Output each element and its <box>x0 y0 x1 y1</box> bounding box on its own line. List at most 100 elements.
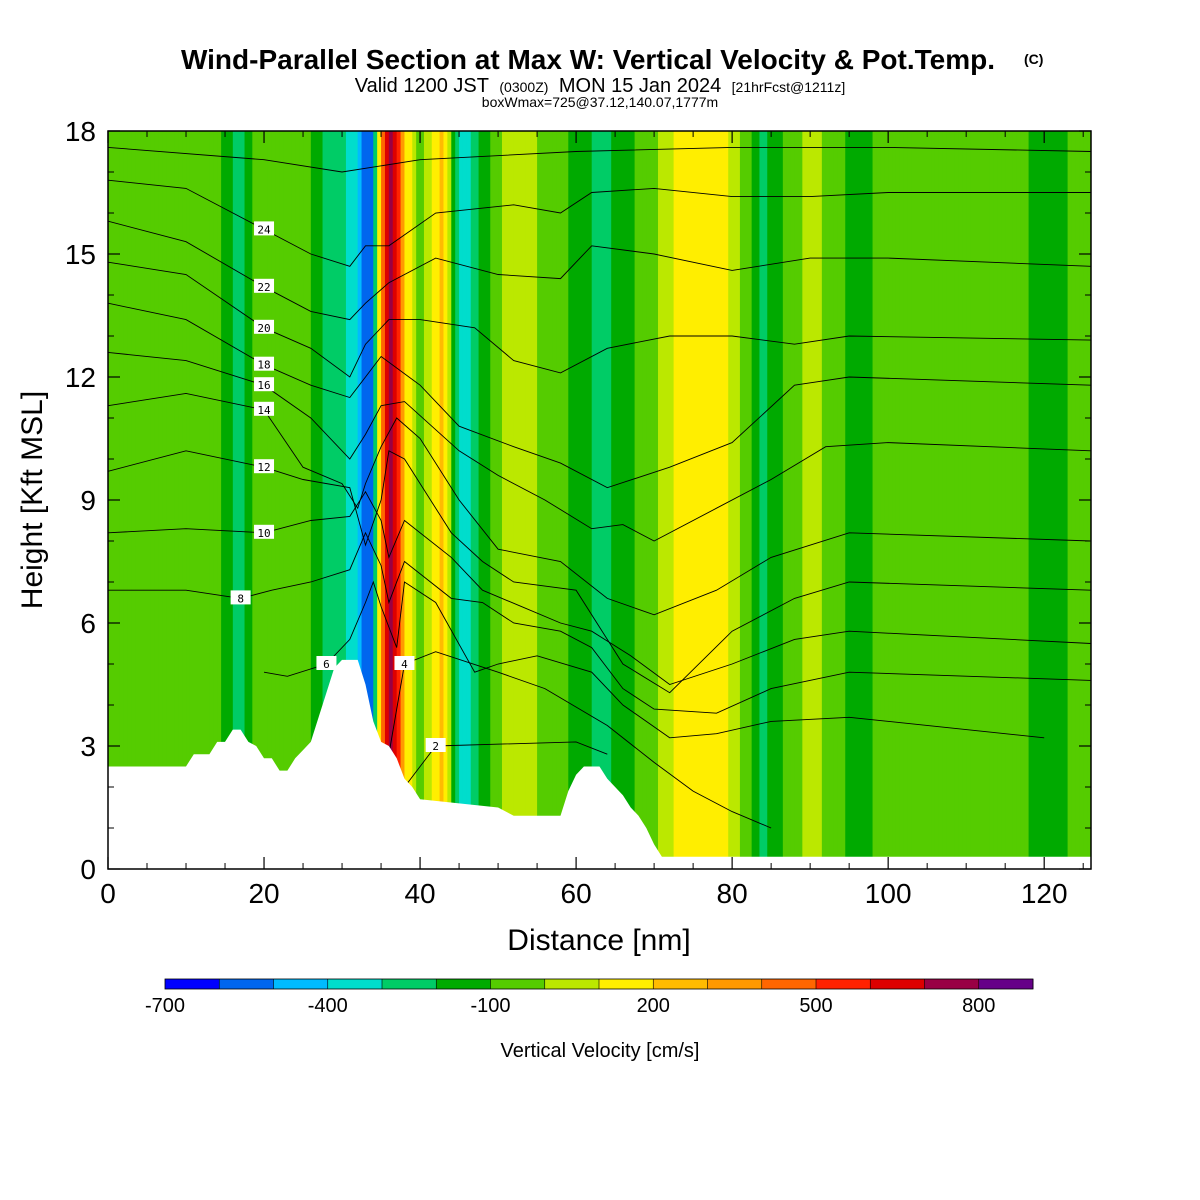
velocity-band <box>252 131 257 869</box>
theta-contour-line <box>108 179 1091 267</box>
theta-label-text: 14 <box>257 404 271 417</box>
velocity-band <box>217 131 222 869</box>
terrain-mask <box>108 659 1091 869</box>
velocity-band <box>1044 131 1049 869</box>
colorbar-tick-label: -700 <box>145 995 185 1017</box>
velocity-band <box>626 131 632 869</box>
velocity-band <box>767 131 772 869</box>
velocity-band <box>486 131 491 869</box>
velocity-band <box>392 131 398 869</box>
theta-label-bg <box>254 524 275 539</box>
velocity-band <box>587 131 593 869</box>
velocity-band <box>989 131 995 869</box>
velocity-band <box>923 131 928 869</box>
velocity-band <box>720 131 725 869</box>
velocity-band <box>209 131 214 869</box>
colorbar-swatch <box>599 979 654 989</box>
colorbar-label: Vertical Velocity [cm/s] <box>501 1040 700 1062</box>
velocity-band <box>892 131 897 869</box>
velocity-band <box>708 131 714 869</box>
velocity-band <box>833 131 839 869</box>
velocity-band <box>810 131 815 869</box>
velocity-band <box>533 131 538 869</box>
velocity-band <box>462 131 468 869</box>
velocity-band <box>478 131 484 869</box>
velocity-band <box>977 131 983 869</box>
x-tick-label: 40 <box>404 878 435 909</box>
velocity-band <box>544 131 550 869</box>
velocity-band <box>872 131 878 869</box>
theta-contour-label: 8 <box>230 590 251 605</box>
velocity-band <box>521 131 526 869</box>
velocity-band <box>615 131 620 869</box>
x-tick-label: 20 <box>248 878 279 909</box>
colorbar-swatch <box>707 979 763 989</box>
velocity-band <box>603 131 608 869</box>
velocity-band <box>143 131 148 869</box>
velocity-band <box>474 131 480 869</box>
velocity-band <box>135 131 140 869</box>
velocity-band <box>423 131 429 869</box>
velocity-band <box>931 131 936 869</box>
theta-label-bg <box>254 278 275 293</box>
velocity-band <box>416 131 421 869</box>
velocity-field <box>108 131 1091 869</box>
velocity-band <box>689 131 694 869</box>
velocity-band <box>158 131 164 869</box>
theta-label-text: 8 <box>237 592 244 605</box>
velocity-band <box>314 131 320 869</box>
velocity-band <box>131 131 136 869</box>
velocity-band <box>271 131 277 869</box>
theta-contour-line <box>108 351 1091 542</box>
velocity-band <box>1024 131 1030 869</box>
velocity-band <box>197 131 203 869</box>
velocity-band <box>821 131 827 869</box>
theta-contour-line <box>108 531 1091 714</box>
theta-label-text: 6 <box>323 658 330 671</box>
theta-label-bg <box>254 356 275 371</box>
velocity-band <box>665 131 671 869</box>
velocity-band <box>1001 131 1006 869</box>
velocity-band <box>716 131 722 869</box>
velocity-band <box>868 131 874 869</box>
velocity-band <box>817 131 823 869</box>
velocity-band <box>700 131 706 869</box>
velocity-band <box>119 131 125 869</box>
velocity-band <box>856 131 862 869</box>
velocity-band <box>1067 131 1073 869</box>
velocity-band <box>291 131 296 869</box>
theta-label-text: 16 <box>257 379 270 392</box>
velocity-band <box>693 131 698 869</box>
velocity-band <box>654 131 659 869</box>
velocity-band <box>903 131 909 869</box>
velocity-band <box>743 131 749 869</box>
velocity-band <box>759 131 764 869</box>
colorbar-tick-label: 800 <box>962 995 995 1017</box>
velocity-band <box>548 131 554 869</box>
velocity-band <box>607 131 612 869</box>
velocity-band <box>384 131 390 869</box>
velocity-band <box>275 131 281 869</box>
velocity-band <box>1071 131 1076 869</box>
y-tick-label: 12 <box>65 362 96 393</box>
velocity-band <box>985 131 991 869</box>
theta-contour-label: 22 <box>254 278 275 294</box>
velocity-band <box>232 131 238 869</box>
velocity-band <box>646 131 651 869</box>
velocity-band <box>1032 131 1037 869</box>
theta-label-bg <box>254 401 275 416</box>
velocity-band <box>435 131 441 869</box>
velocity-band <box>962 131 967 869</box>
velocity-band <box>899 131 905 869</box>
velocity-band <box>724 131 729 869</box>
velocity-band <box>981 131 987 869</box>
velocity-band <box>420 131 425 869</box>
velocity-band <box>970 131 975 869</box>
colorbar-swatch <box>219 979 274 989</box>
theta-contour-line <box>108 392 1091 616</box>
x-tick-label: 0 <box>100 878 116 909</box>
velocity-band <box>814 131 819 869</box>
velocity-band <box>338 131 343 869</box>
velocity-band <box>911 131 917 869</box>
